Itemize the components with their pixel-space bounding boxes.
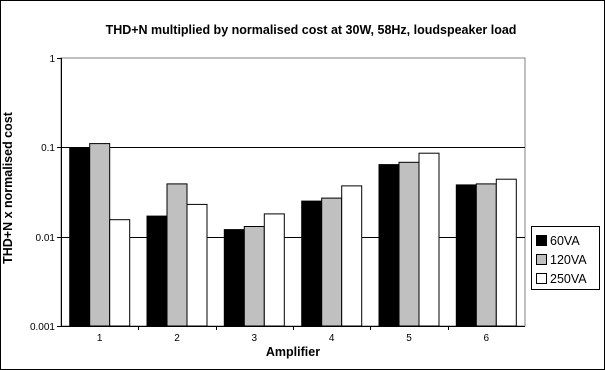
bar-60va-amp-6 xyxy=(455,184,477,327)
bar-60va-amp-1 xyxy=(69,148,91,327)
bar-120va-amp-5 xyxy=(398,161,420,327)
bar-60va-amp-2 xyxy=(146,215,168,327)
legend-swatch-120va xyxy=(536,254,547,265)
legend-item-120va: 120VA xyxy=(536,250,599,269)
y-tick-label: 0.1 xyxy=(41,143,55,154)
legend-label-250va: 250VA xyxy=(550,271,587,286)
bar-120va-amp-3 xyxy=(243,226,265,327)
bar-60va-amp-3 xyxy=(223,229,245,327)
x-tick-label: 5 xyxy=(406,333,412,344)
legend-swatch-250va xyxy=(536,273,547,284)
y-tick-label: 0.01 xyxy=(36,233,56,244)
x-tick-label: 6 xyxy=(484,333,490,344)
x-tick-label: 1 xyxy=(97,333,103,344)
bar-250va-amp-2 xyxy=(186,203,208,327)
legend: 60VA 120VA 250VA xyxy=(531,226,600,290)
y-tick-label: 1 xyxy=(49,54,55,65)
bar-250va-amp-3 xyxy=(263,213,285,327)
x-tick-label: 3 xyxy=(252,333,258,344)
y-axis-label: THD+N x normalised cost xyxy=(1,112,15,264)
legend-item-250va: 250VA xyxy=(536,269,599,288)
bar-120va-amp-1 xyxy=(89,143,111,327)
plot-area xyxy=(60,57,526,327)
x-tick-label: 4 xyxy=(329,333,335,344)
bar-120va-amp-4 xyxy=(321,197,343,327)
x-tick-label: 2 xyxy=(174,333,180,344)
bar-60va-amp-4 xyxy=(301,200,323,327)
legend-label-60va: 60VA xyxy=(550,233,580,248)
bar-250va-amp-1 xyxy=(109,219,131,327)
chart-title: THD+N multiplied by normalised cost at 3… xyxy=(105,23,517,37)
legend-label-120va: 120VA xyxy=(550,252,587,267)
legend-swatch-60va xyxy=(536,235,547,246)
legend-item-60va: 60VA xyxy=(536,231,599,250)
bar-250va-amp-4 xyxy=(341,185,363,327)
x-axis-label: Amplifier xyxy=(265,345,321,359)
bar-60va-amp-5 xyxy=(378,164,400,327)
bar-120va-amp-2 xyxy=(166,183,188,327)
bar-120va-amp-6 xyxy=(475,183,497,327)
bar-250va-amp-5 xyxy=(418,152,440,327)
y-tick-label: 0.001 xyxy=(30,322,55,333)
bar-250va-amp-6 xyxy=(495,178,517,327)
